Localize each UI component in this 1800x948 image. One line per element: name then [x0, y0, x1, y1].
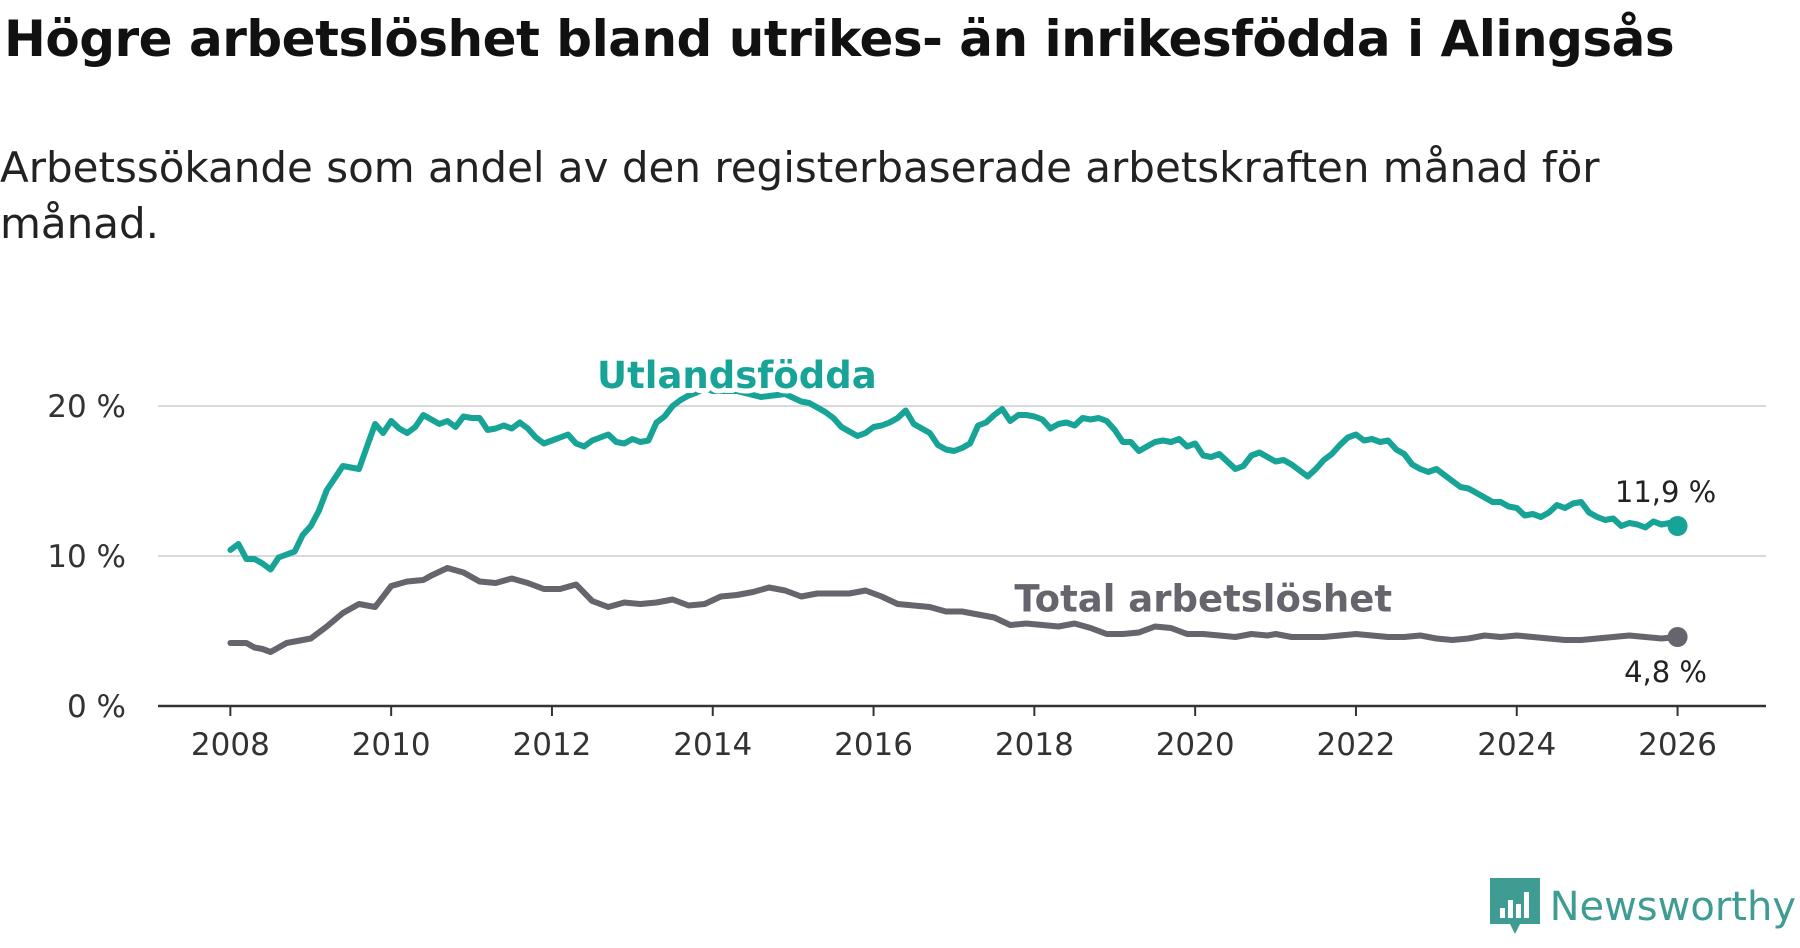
- x-tick-label: 2018: [995, 727, 1074, 763]
- y-tick-label: 0 %: [67, 689, 126, 725]
- x-tick-label: 2020: [1156, 727, 1235, 763]
- chart-subtitle: Arbetssökande som andel av den registerb…: [0, 143, 1600, 248]
- gridlines: [158, 405, 1766, 557]
- brand-name: Newsworthy: [1549, 884, 1796, 930]
- newsworthy-logo: Newsworthy: [1489, 878, 1796, 936]
- newsworthy-logo-icon: [1489, 878, 1540, 934]
- axes: 0 % 10 % 20 % 2008 2010 2012 2014 2016 2018 2020 2…: [47, 389, 1766, 763]
- series-end-point: [1667, 627, 1688, 647]
- series-label-utlandsfodda: Utlandsfödda: [597, 354, 877, 397]
- x-tick-label: 2008: [191, 727, 270, 763]
- y-tick-label: 20 %: [47, 389, 126, 425]
- series-line-total: [227, 565, 1681, 655]
- series-labels: Utlandsfödda Total arbetslöshet 11,9 % 4,8 …: [592, 349, 1716, 689]
- series-line-utlandsfodda: [227, 385, 1681, 573]
- x-tick-label: 2014: [673, 727, 752, 763]
- x-tick-label: 2012: [513, 727, 592, 763]
- chart-title: Högre arbetslöshet bland utrikes- än inr…: [4, 10, 1675, 68]
- x-tick-label: 2026: [1638, 727, 1717, 763]
- end-value-label-utlandsfodda: 11,9 %: [1615, 475, 1716, 509]
- x-tick-label: 2022: [1317, 727, 1396, 763]
- series-label-total: Total arbetslöshet: [1014, 578, 1392, 621]
- x-tick-label: 2016: [834, 727, 913, 763]
- end-value-label-total: 4,8 %: [1624, 655, 1707, 689]
- x-tick-label: 2024: [1477, 727, 1556, 763]
- y-tick-label: 10 %: [47, 539, 126, 575]
- x-tick-label: 2010: [352, 727, 431, 763]
- series-end-point: [1667, 516, 1688, 536]
- series-lines: [227, 385, 1688, 655]
